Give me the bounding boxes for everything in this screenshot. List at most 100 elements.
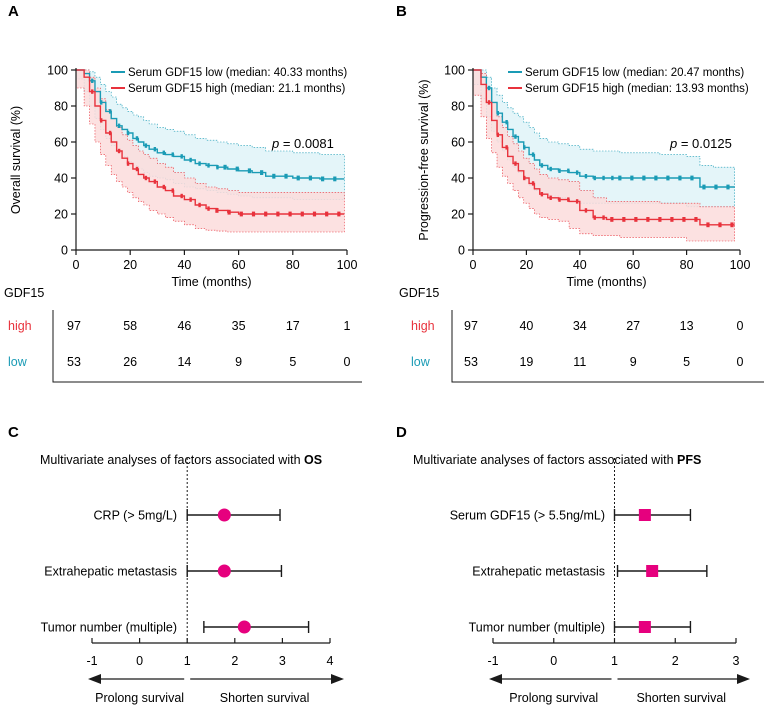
survival-line-low [76, 69, 345, 180]
censor-mark-low [714, 184, 718, 190]
censor-mark-high [239, 211, 243, 217]
panel-label-a: A [8, 3, 19, 20]
censor-mark-low [642, 175, 646, 181]
censor-mark-high [634, 217, 638, 222]
y-axis-label: Progression-free survival (%) [417, 79, 431, 240]
censor-mark-high [567, 197, 570, 202]
risk-count-high: 34 [573, 319, 587, 333]
arrow-label-prolong: Prolong survival [509, 691, 598, 705]
censor-mark-low [91, 78, 94, 83]
censor-mark-high [682, 217, 686, 222]
censor-mark-high [276, 211, 280, 217]
censor-mark-high [100, 118, 103, 123]
censor-mark-high [91, 89, 94, 94]
censor-mark-high [108, 130, 112, 136]
censor-mark-high [325, 211, 329, 217]
censor-mark-high [706, 222, 710, 228]
ci-band-high [472, 69, 735, 242]
forest-title-prefix: Multivariate analyses of factors associa… [40, 453, 304, 467]
risk-count-high: 46 [177, 319, 191, 333]
forest-x-tick-label: -1 [86, 654, 97, 668]
censor-mark-high [610, 217, 614, 222]
risk-count-high: 58 [123, 319, 137, 333]
censor-mark-low [247, 168, 252, 174]
censor-mark-low [558, 168, 561, 173]
forest-x-tick-label: 2 [672, 654, 679, 668]
p-value-annotation: p = 0.0081 [271, 136, 334, 151]
censor-mark-low [296, 175, 300, 181]
arrow-label-shorten: Shorten survival [220, 691, 310, 705]
censor-mark-high [523, 175, 526, 181]
censor-mark-low [198, 161, 201, 166]
factor-label: Tumor number (multiple) [41, 621, 177, 635]
censor-mark-low [100, 100, 103, 105]
factor-label: CRP (> 5mg/L) [94, 509, 177, 523]
x-tick-label: 20 [519, 258, 533, 272]
risk-count-low: 0 [737, 355, 744, 369]
y-tick-label: 60 [451, 136, 465, 150]
censor-mark-high [312, 211, 317, 217]
y-tick-label: 40 [451, 172, 465, 186]
censor-mark-low [235, 166, 239, 172]
censor-mark-low [726, 184, 730, 190]
risk-count-low: 53 [464, 355, 478, 369]
risk-count-high: 35 [232, 319, 246, 333]
forest-x-tick-label: 0 [550, 654, 557, 668]
censor-mark-low [540, 163, 544, 168]
censor-mark-low [611, 175, 614, 181]
legend-label-low: Serum GDF15 low (median: 40.33 months) [128, 67, 347, 79]
risk-count-high: 17 [286, 319, 300, 333]
forest-x-tick-label: 0 [136, 654, 143, 668]
censor-mark-low [678, 175, 682, 181]
censor-mark-low [602, 175, 605, 181]
censor-mark-high [593, 215, 596, 220]
censor-mark-high [337, 211, 341, 217]
forest-x-tick-label: 4 [327, 654, 334, 668]
x-axis-label: Time (months) [566, 275, 646, 289]
survival-line-high [473, 69, 735, 226]
censor-mark-high [584, 208, 588, 213]
x-tick-label: 60 [626, 258, 640, 272]
estimate-point [638, 621, 651, 633]
censor-mark-low [630, 175, 634, 181]
risk-count-high: 1 [344, 319, 351, 333]
y-tick-label: 20 [54, 208, 68, 222]
censor-mark-low [108, 109, 112, 114]
p-symbol: p [669, 136, 677, 151]
censor-mark-low [505, 120, 508, 125]
x-tick-label: 100 [337, 258, 358, 272]
y-tick-label: 80 [54, 100, 68, 114]
factor-label: Extrahepatic metastasis [44, 565, 177, 579]
censor-mark-low [593, 175, 596, 181]
forest-x-tick-label: 1 [184, 654, 191, 668]
panel-label-d: D [396, 424, 407, 441]
censor-mark-low [126, 130, 130, 136]
x-tick-label: 80 [680, 258, 694, 272]
censor-mark-high [670, 217, 674, 222]
censor-mark-high [558, 197, 561, 202]
censor-mark-high [602, 215, 605, 220]
censor-mark-low [523, 145, 526, 150]
y-tick-label: 40 [54, 172, 68, 186]
censor-mark-high [531, 181, 535, 186]
censor-mark-high [646, 217, 650, 222]
estimate-point [638, 509, 651, 521]
x-tick-label: 0 [73, 258, 80, 272]
censor-mark-high [730, 222, 734, 228]
censor-mark-high [540, 192, 544, 197]
censor-mark-low [284, 173, 288, 179]
censor-mark-low [654, 175, 658, 181]
x-tick-label: 80 [286, 258, 300, 272]
risk-table-frame [451, 310, 764, 383]
censor-mark-high [718, 222, 722, 228]
y-tick-label: 0 [61, 244, 68, 258]
censor-mark-low [272, 173, 276, 179]
x-axis-label: Time (months) [171, 275, 251, 289]
arrow-left-head [88, 674, 101, 684]
arrow-right-head [331, 674, 344, 684]
forest-title: Multivariate analyses of factors associa… [40, 453, 322, 467]
y-axis-label: Overall survival (%) [9, 106, 23, 214]
legend-label-low: Serum GDF15 low (median: 20.47 months) [525, 67, 744, 79]
risk-row-label-high: high [411, 319, 435, 333]
censor-mark-high [487, 100, 491, 105]
